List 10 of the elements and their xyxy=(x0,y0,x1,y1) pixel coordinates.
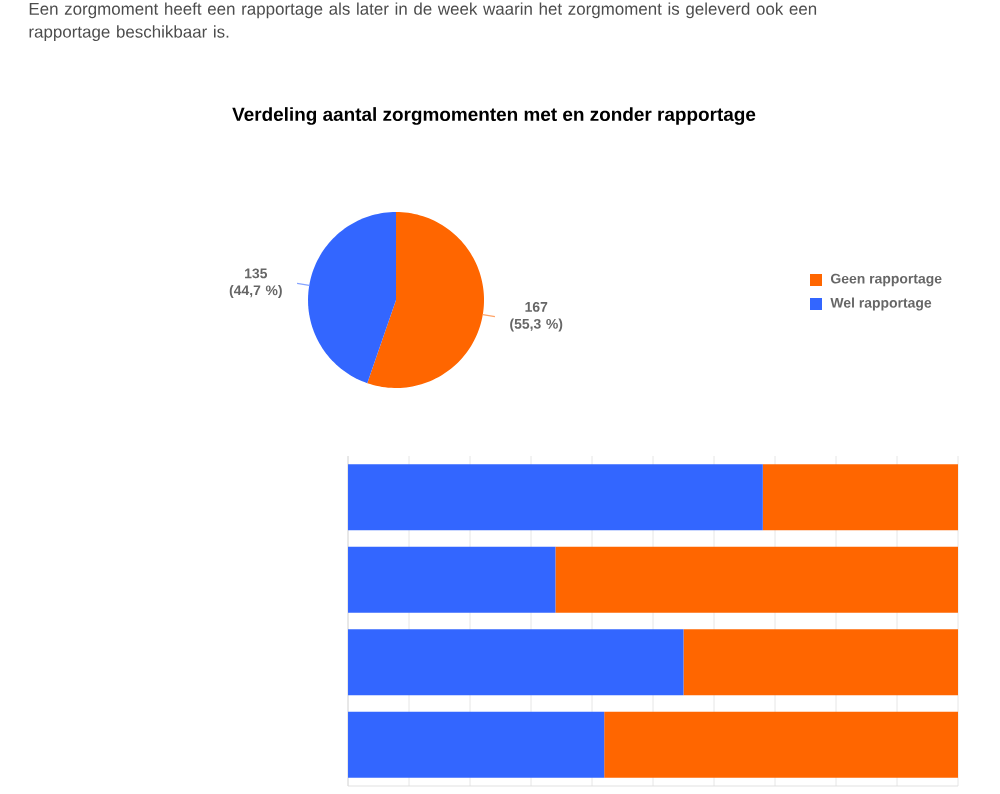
bar xyxy=(348,711,605,778)
chart-title: Verdeling aantal zorgmomenten met en zonder rapportage xyxy=(232,107,756,125)
bar xyxy=(762,464,959,531)
bar xyxy=(348,464,763,531)
text: Een zorgmoment heeft een rapportage als later in de week waarin het zorgmoment is geleverd ook een rapportage beschikbaar is. xyxy=(29,2,817,42)
bar xyxy=(683,629,959,696)
bar xyxy=(348,546,556,613)
bar xyxy=(348,629,684,696)
bar xyxy=(604,711,959,778)
bar xyxy=(555,546,959,613)
